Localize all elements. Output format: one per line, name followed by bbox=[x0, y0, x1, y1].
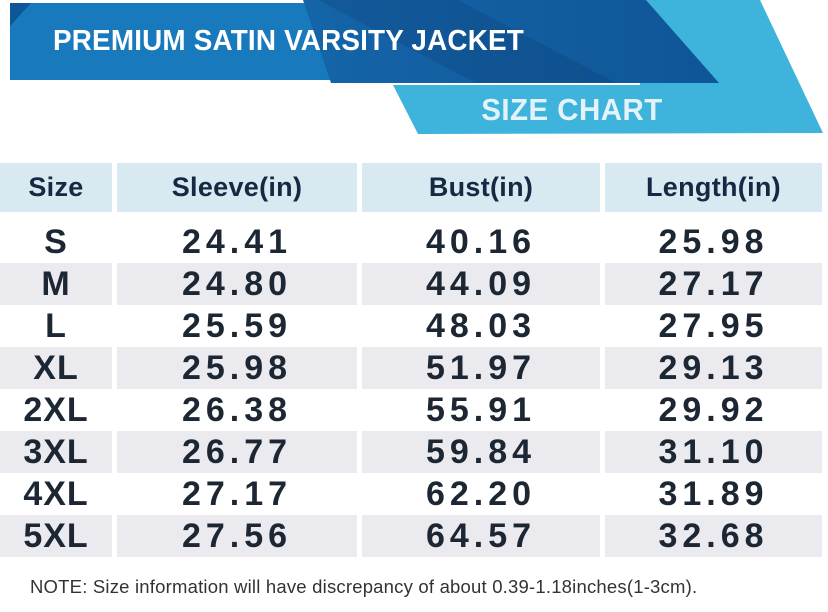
size-chart-label: SIZE CHART bbox=[481, 92, 663, 127]
table-row: 5XL 27.56 64.57 32.68 bbox=[0, 515, 822, 557]
sleeve-cell: 25.59 bbox=[117, 305, 357, 347]
table-body: S 24.41 40.16 25.98 M 24.80 44.09 27.17 … bbox=[0, 221, 822, 557]
bust-cell: 48.03 bbox=[362, 305, 600, 347]
sleeve-cell: 26.38 bbox=[117, 389, 357, 431]
table-header-row: Size Sleeve(in) Bust(in) Length(in) bbox=[0, 163, 822, 212]
table-row: M 24.80 44.09 27.17 bbox=[0, 263, 822, 305]
bust-cell: 64.57 bbox=[362, 515, 600, 557]
size-cell: 5XL bbox=[0, 515, 112, 557]
sleeve-cell: 24.41 bbox=[117, 221, 357, 263]
column-header-bust: Bust(in) bbox=[362, 163, 600, 212]
bust-cell: 44.09 bbox=[362, 263, 600, 305]
banner: PREMIUM SATIN VARSITY JACKET SIZE CHART bbox=[0, 0, 828, 162]
size-cell: M bbox=[0, 263, 112, 305]
bust-cell: 40.16 bbox=[362, 221, 600, 263]
size-cell: L bbox=[0, 305, 112, 347]
dark-ribbon-shape bbox=[303, 0, 719, 83]
bust-cell: 62.20 bbox=[362, 473, 600, 515]
bust-cell: 59.84 bbox=[362, 431, 600, 473]
table-row: 3XL 26.77 59.84 31.10 bbox=[0, 431, 822, 473]
length-cell: 31.10 bbox=[605, 431, 822, 473]
sleeve-cell: 27.56 bbox=[117, 515, 357, 557]
column-header-length: Length(in) bbox=[605, 163, 822, 212]
table-row: S 24.41 40.16 25.98 bbox=[0, 221, 822, 263]
length-cell: 31.89 bbox=[605, 473, 822, 515]
column-header-size: Size bbox=[0, 163, 112, 212]
note-text: NOTE: Size information will have discrep… bbox=[30, 576, 698, 597]
page-title: PREMIUM SATIN VARSITY JACKET bbox=[53, 25, 524, 57]
bust-cell: 55.91 bbox=[362, 389, 600, 431]
length-cell: 29.13 bbox=[605, 347, 822, 389]
column-header-sleeve: Sleeve(in) bbox=[117, 163, 357, 212]
bust-cell: 51.97 bbox=[362, 347, 600, 389]
length-cell: 25.98 bbox=[605, 221, 822, 263]
length-cell: 27.17 bbox=[605, 263, 822, 305]
table-row: XL 25.98 51.97 29.13 bbox=[0, 347, 822, 389]
size-cell: 3XL bbox=[0, 431, 112, 473]
sleeve-cell: 26.77 bbox=[117, 431, 357, 473]
table-row: L 25.59 48.03 27.95 bbox=[0, 305, 822, 347]
sleeve-cell: 27.17 bbox=[117, 473, 357, 515]
length-cell: 32.68 bbox=[605, 515, 822, 557]
size-cell: 2XL bbox=[0, 389, 112, 431]
table-row: 4XL 27.17 62.20 31.89 bbox=[0, 473, 822, 515]
size-cell: S bbox=[0, 221, 112, 263]
size-cell: 4XL bbox=[0, 473, 112, 515]
sleeve-cell: 24.80 bbox=[117, 263, 357, 305]
size-cell: XL bbox=[0, 347, 112, 389]
size-table: Size Sleeve(in) Bust(in) Length(in) S 24… bbox=[0, 163, 822, 557]
length-cell: 29.92 bbox=[605, 389, 822, 431]
sleeve-cell: 25.98 bbox=[117, 347, 357, 389]
table-row: 2XL 26.38 55.91 29.92 bbox=[0, 389, 822, 431]
length-cell: 27.95 bbox=[605, 305, 822, 347]
